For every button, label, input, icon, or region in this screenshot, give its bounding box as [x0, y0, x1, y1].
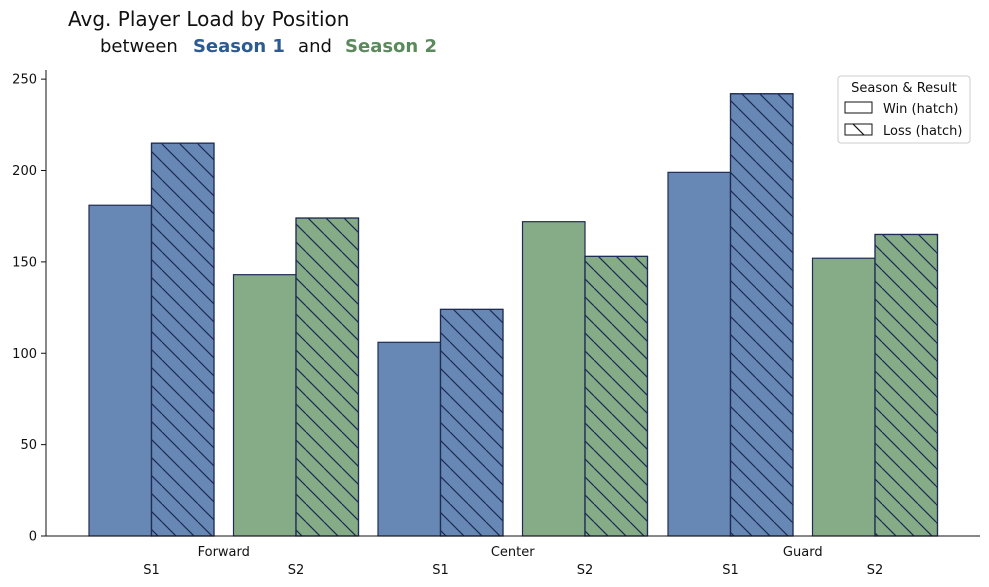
subtitle-prefix: between — [100, 36, 178, 57]
bar-center-s1-win — [377, 341, 442, 537]
chart-title: Avg. Player Load by Position — [68, 7, 349, 31]
subgroup-label-forward-s2: S2 — [288, 563, 305, 578]
bar-guard-s2-loss-hatch — [874, 233, 939, 537]
subgroup-label-center-s2: S2 — [577, 563, 594, 578]
y-tick-label-50: 50 — [20, 438, 37, 453]
subgroup-label-center-s1: S1 — [432, 563, 449, 578]
category-label-forward: Forward — [198, 545, 250, 560]
y-tick-label-150: 150 — [12, 255, 37, 270]
bar-guard-s1-loss-hatch — [729, 93, 794, 537]
bars-layer — [88, 93, 939, 537]
legend-label-loss: Loss (hatch) — [883, 124, 962, 139]
legend-label-win: Win (hatch) — [883, 102, 958, 117]
bar-forward-s1-loss-hatch — [150, 142, 215, 537]
subgroup-label-guard-s2: S2 — [867, 563, 884, 578]
legend: Season & Result Win (hatch) Loss (hatch) — [837, 75, 971, 144]
bar-forward-s2-loss-hatch — [295, 217, 360, 537]
subtitle-season2: Season 2 — [345, 36, 437, 57]
bar-forward-s2-win — [232, 274, 297, 537]
legend-title: Season & Result — [851, 81, 957, 96]
chart-subtitle: between Season 1 and Season 2 — [100, 36, 437, 57]
y-tick-label-100: 100 — [12, 347, 37, 362]
legend-hatch-mark — [852, 123, 865, 136]
bar-center-s2-win — [521, 221, 586, 537]
legend-swatch-win — [844, 101, 873, 114]
subtitle-middle: and — [298, 36, 332, 57]
bar-center-s2-loss-hatch — [584, 255, 649, 537]
axes-layer: Forward S1 S2 Center S1 S2 Guard S1 S2 0 50 100 150 2… — [12, 70, 980, 578]
bar-guard-s2-win — [811, 257, 876, 537]
subgroup-label-forward-s1: S1 — [143, 563, 160, 578]
y-tick-label-200: 200 — [12, 164, 37, 179]
category-label-guard: Guard — [783, 545, 823, 560]
bar-guard-s1-win — [667, 171, 732, 537]
category-label-center: Center — [491, 545, 535, 560]
subgroup-label-guard-s1: S1 — [722, 563, 739, 578]
bar-center-s1-loss-hatch — [439, 308, 504, 537]
y-tick-label-250: 250 — [12, 73, 37, 88]
y-tick-label-0: 0 — [29, 530, 37, 545]
subtitle-season1: Season 1 — [193, 36, 285, 57]
bar-forward-s1-win — [88, 204, 153, 537]
